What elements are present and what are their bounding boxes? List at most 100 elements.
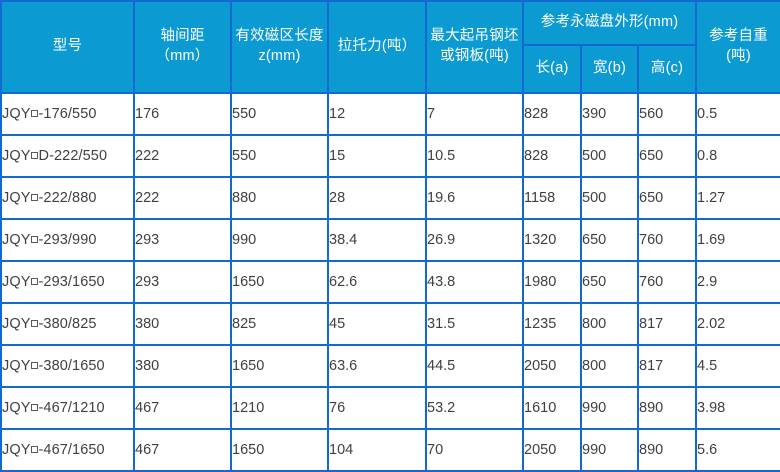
- cell-width-b: 500: [580, 134, 639, 178]
- cell-model: JQY -467/1650: [0, 428, 135, 472]
- cell-model: JQY -380/825: [0, 302, 135, 346]
- header-row-secondary: 长(a) 宽(b) 高(c): [1, 44, 780, 94]
- table-row: JQY -293/990 293 990 38.4 26.9 1320 650 760 1.69: [0, 218, 780, 262]
- cell-pull-force: 76: [327, 386, 427, 430]
- cell-width-b: 650: [580, 260, 639, 304]
- column-header-max-lift-line1: 最大起吊钢坯: [430, 28, 519, 45]
- cell-pull-force: 12: [327, 92, 427, 136]
- cell-width-b: 390: [580, 92, 639, 136]
- cell-axis-distance: 380: [133, 344, 232, 388]
- cell-model: JQY -176/550: [0, 92, 135, 136]
- table-row: JQY -467/1650 467 1650 104 70 2050 990 890 5.6: [0, 428, 780, 472]
- model-suffix: -380/1650: [38, 358, 105, 374]
- column-header-group-magnet-disc-label: 参考永磁盘外形(mm): [540, 14, 679, 31]
- column-header-axis-distance: 轴间距 （mm）: [133, 0, 232, 94]
- cell-axis-distance: 222: [133, 176, 232, 220]
- square-box-icon: [31, 362, 38, 369]
- table-row: JQY -222/880 222 880 28 19.6 1158 500 650 1.27: [0, 176, 780, 220]
- column-header-axis-distance-line2: （mm）: [155, 48, 210, 64]
- cell-pull-force: 63.6: [327, 344, 427, 388]
- cell-height-c: 760: [636, 260, 698, 304]
- column-header-magnet-zone-length: 有效磁区长度 z(mm): [230, 0, 329, 94]
- cell-axis-distance: 380: [133, 302, 232, 346]
- cell-self-weight: 2.02: [695, 302, 780, 346]
- cell-max-lift: 44.5: [425, 344, 524, 388]
- cell-axis-distance: 176: [133, 92, 232, 136]
- cell-max-lift: 53.2: [425, 386, 524, 430]
- cell-model: JQY -467/1210: [0, 386, 135, 430]
- cell-magnet-zone: 990: [230, 218, 329, 262]
- column-header-max-lift-line2: 或钢板(吨): [440, 48, 509, 64]
- model-prefix: JQY: [2, 232, 31, 248]
- cell-self-weight: 3.98: [695, 386, 780, 430]
- cell-height-c: 890: [636, 428, 698, 472]
- cell-height-c: 560: [636, 92, 698, 136]
- column-header-magnet-zone-line1: 有效磁区长度: [235, 28, 324, 45]
- column-header-width-b-label: 宽(b): [592, 60, 627, 77]
- column-header-magnet-zone-line2: z(mm): [258, 48, 301, 64]
- square-box-icon: [31, 320, 38, 327]
- square-box-icon: [31, 152, 38, 159]
- cell-max-lift: 7: [425, 92, 524, 136]
- column-header-length-a: 长(a): [522, 44, 582, 94]
- cell-max-lift: 19.6: [425, 176, 524, 220]
- cell-height-c: 890: [636, 386, 698, 430]
- cell-self-weight: 4.5: [695, 344, 780, 388]
- table-row: JQY -176/550 176 550 12 7 828 390 560 0.5: [0, 92, 780, 136]
- cell-model: JQY D-222/550: [0, 134, 135, 178]
- model-suffix: -222/880: [38, 190, 97, 206]
- square-box-icon: [31, 278, 38, 285]
- cell-model: JQY -380/1650: [0, 344, 135, 388]
- table-body: JQY -176/550 176 550 12 7 828 390 560 0.5 JQY D-222…: [0, 92, 780, 472]
- column-header-self-weight: 参考自重(吨): [695, 0, 780, 94]
- model-suffix: -293/1650: [38, 274, 105, 290]
- cell-axis-distance: 222: [133, 134, 232, 178]
- cell-length-a: 828: [522, 92, 582, 136]
- cell-max-lift: 10.5: [425, 134, 524, 178]
- cell-magnet-zone: 1650: [230, 260, 329, 304]
- square-box-icon: [31, 404, 38, 411]
- cell-magnet-zone: 1650: [230, 428, 329, 472]
- column-header-model: 型号: [0, 0, 135, 94]
- cell-height-c: 650: [636, 176, 698, 220]
- cell-length-a: 1158: [522, 176, 582, 220]
- cell-axis-distance: 467: [133, 386, 232, 430]
- cell-width-b: 990: [580, 386, 639, 430]
- table-row: JQY -380/825 380 825 45 31.5 1235 800 817 2.02: [0, 302, 780, 346]
- cell-self-weight: 1.69: [695, 218, 780, 262]
- cell-width-b: 500: [580, 176, 639, 220]
- cell-model: JQY -293/990: [0, 218, 135, 262]
- cell-pull-force: 38.4: [327, 218, 427, 262]
- cell-self-weight: 2.9: [695, 260, 780, 304]
- cell-length-a: 2050: [522, 428, 582, 472]
- cell-self-weight: 5.6: [695, 428, 780, 472]
- cell-model: JQY -293/1650: [0, 260, 135, 304]
- cell-self-weight: 0.5: [695, 92, 780, 136]
- cell-axis-distance: 293: [133, 260, 232, 304]
- model-suffix: -293/990: [38, 232, 97, 248]
- model-prefix: JQY: [2, 106, 31, 122]
- cell-max-lift: 26.9: [425, 218, 524, 262]
- model-prefix: JQY: [2, 358, 31, 374]
- cell-magnet-zone: 550: [230, 134, 329, 178]
- cell-axis-distance: 467: [133, 428, 232, 472]
- model-suffix: -176/550: [38, 106, 97, 122]
- model-prefix: JQY: [2, 400, 31, 416]
- column-header-max-lift: 最大起吊钢坯 或钢板(吨): [425, 0, 524, 94]
- cell-pull-force: 62.6: [327, 260, 427, 304]
- column-header-pull-force-label: 拉托力(吨）: [337, 38, 417, 55]
- cell-height-c: 817: [636, 344, 698, 388]
- column-header-model-label: 型号: [52, 38, 83, 55]
- model-suffix: -380/825: [38, 316, 97, 332]
- cell-length-a: 1610: [522, 386, 582, 430]
- model-suffix: -467/1210: [38, 400, 105, 416]
- column-header-pull-force: 拉托力(吨）: [327, 0, 427, 94]
- cell-pull-force: 104: [327, 428, 427, 472]
- cell-magnet-zone: 880: [230, 176, 329, 220]
- cell-length-a: 2050: [522, 344, 582, 388]
- cell-magnet-zone: 1650: [230, 344, 329, 388]
- table-row: JQY -293/1650 293 1650 62.6 43.8 1980 650 760 2.9: [0, 260, 780, 304]
- cell-width-b: 990: [580, 428, 639, 472]
- cell-length-a: 1235: [522, 302, 582, 346]
